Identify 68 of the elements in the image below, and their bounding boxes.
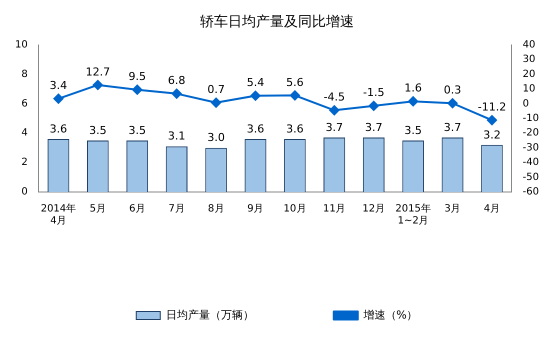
point — [368, 100, 379, 111]
data-label: 3.6 — [286, 122, 304, 136]
point — [250, 90, 260, 101]
data-label: 3.6 — [246, 122, 264, 136]
chart-title: 轿车日均产量及同比增速 — [200, 14, 354, 30]
data-label: 5.6 — [286, 76, 304, 89]
point — [448, 98, 458, 108]
point — [329, 105, 340, 116]
x-tick-label: 9月 — [247, 204, 264, 215]
y2-tick-label: -40 — [522, 157, 540, 168]
data-label: 3.7 — [364, 120, 382, 134]
point — [486, 115, 497, 126]
point — [211, 98, 222, 108]
x-tick-label: 6月 — [129, 204, 146, 215]
point — [132, 84, 142, 95]
point — [290, 90, 300, 100]
x-tick-label: 5月 — [90, 204, 106, 215]
legend-label: 日均产量（万辆） — [166, 308, 254, 322]
data-label: -11.2 — [478, 100, 506, 114]
data-label: 12.7 — [86, 65, 110, 78]
data-label: 3.5 — [404, 124, 422, 137]
data-label: 1.6 — [404, 82, 422, 95]
y2-tick-label: -60 — [522, 186, 540, 198]
y2-tick-label: 10 — [522, 84, 536, 95]
y2-tick-label: 30 — [522, 54, 536, 66]
data-label: -4.5 — [324, 90, 346, 104]
data-label: 3.0 — [207, 131, 225, 144]
y2-tick-label: -30 — [522, 142, 540, 154]
x-tick-label: 12月 — [362, 204, 386, 215]
data-label: 5.4 — [246, 76, 264, 90]
y2-tick-label: -10 — [522, 112, 540, 124]
x-tick-label: 3月 — [444, 204, 461, 215]
data-label: 3.7 — [444, 120, 462, 134]
x-tick-label: 10月 — [284, 204, 306, 215]
data-label: 3.6 — [50, 122, 68, 136]
y-tick-label: 10 — [14, 39, 28, 50]
x-tick-label: 11月 — [322, 204, 346, 215]
y-tick-label: 4 — [21, 128, 28, 139]
data-label: 6.8 — [168, 74, 186, 88]
data-label: 0.3 — [444, 84, 462, 97]
y2-tick-label: 40 — [522, 39, 536, 50]
data-label: 3.2 — [483, 128, 501, 142]
x-tick-label: 8月 — [208, 204, 224, 215]
point — [172, 88, 182, 99]
data-label: 3.7 — [326, 120, 344, 134]
x-tick-label: 2014年 4月 — [40, 202, 76, 227]
x-tick-label: 2015年 1~2月 — [395, 202, 431, 227]
data-label: 3.5 — [128, 124, 146, 137]
y2-tick-label: 0 — [522, 98, 530, 110]
data-label: -1.5 — [362, 86, 384, 100]
x-tick-label: 4月 — [484, 204, 500, 215]
y2-tick-label: -50 — [522, 172, 540, 183]
point — [408, 96, 418, 106]
y-tick-label: 0 — [21, 186, 28, 198]
data-label: 9.5 — [128, 70, 146, 84]
y-tick-label: 6 — [21, 98, 28, 110]
x-tick-label: 7月 — [168, 204, 185, 215]
data-label: 3.5 — [89, 124, 107, 137]
data-label: 3.1 — [168, 130, 186, 143]
point — [92, 80, 103, 90]
y-tick-label: 2 — [21, 157, 28, 168]
y2-tick-label: 20 — [522, 68, 536, 80]
point — [53, 94, 64, 104]
y2-tick-label: -20 — [522, 128, 540, 139]
legend-label: 增速（%） — [362, 308, 418, 322]
y-tick-label: 8 — [21, 68, 28, 80]
data-label: 3.4 — [50, 79, 68, 92]
data-label: 0.7 — [207, 83, 225, 96]
